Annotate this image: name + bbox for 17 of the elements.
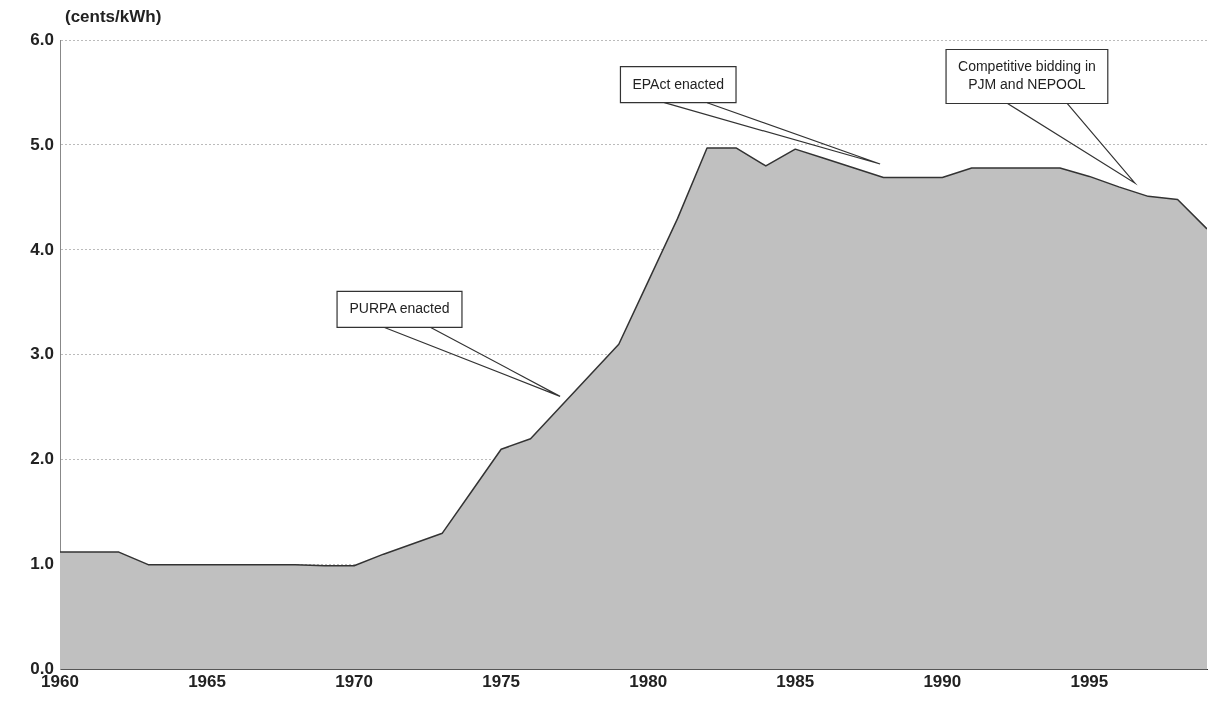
annotation: Competitive bidding in PJM and NEPOOL bbox=[958, 58, 1096, 93]
y-tick-label: 5.0 bbox=[30, 134, 54, 154]
y-tick-label: 1.0 bbox=[30, 554, 54, 574]
y-tick-label: 4.0 bbox=[30, 239, 54, 259]
annotation: PURPA enacted bbox=[349, 300, 450, 317]
y-tick-label: 6.0 bbox=[30, 29, 54, 49]
x-tick-label: 1995 bbox=[1070, 672, 1109, 692]
x-tick-label: 1985 bbox=[776, 672, 815, 692]
x-tick-label: 1965 bbox=[188, 672, 226, 692]
x-tick-label: 1990 bbox=[923, 672, 962, 692]
y-tick-label: 2.0 bbox=[30, 449, 54, 469]
x-tick-label: 1970 bbox=[335, 672, 374, 692]
y-axis-title: (cents/kWh) bbox=[65, 6, 162, 26]
y-tick-label: 3.0 bbox=[30, 344, 54, 364]
x-tick-label: 1975 bbox=[482, 672, 521, 692]
x-tick-label: 1980 bbox=[629, 672, 668, 692]
annotation: EPAct enacted bbox=[632, 75, 725, 92]
